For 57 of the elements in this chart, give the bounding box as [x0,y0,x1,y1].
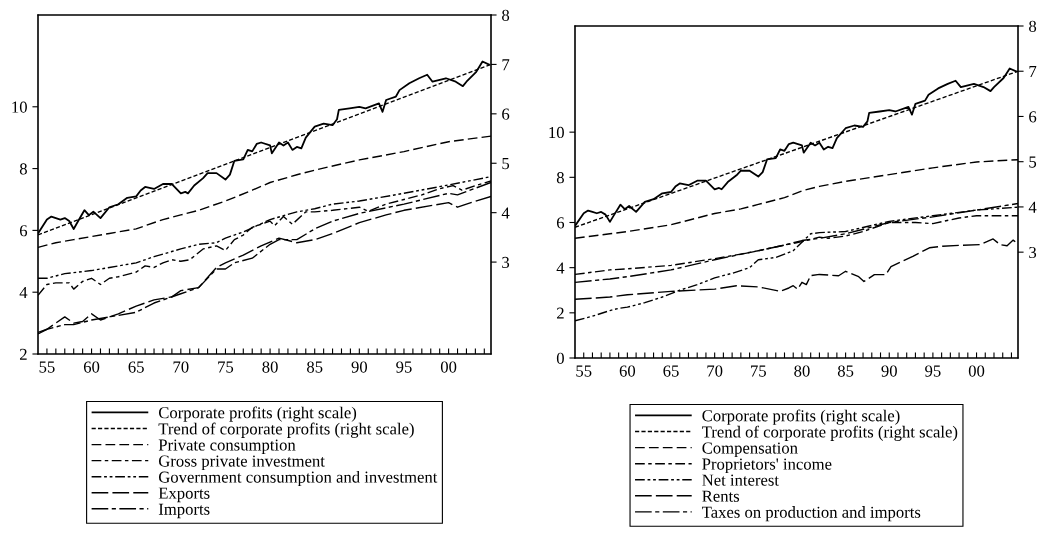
legend-label: Private consumption [158,439,296,454]
y-tick-label: 4 [556,262,565,274]
legend-label: Compensation [702,442,798,458]
y2-tick-label: 5 [1029,156,1037,168]
x-tick-label: 70 [707,365,723,377]
x-tick-label: 55 [576,365,592,377]
y2-tick-label: 3 [1029,246,1037,259]
x-tick-label: 75 [751,365,766,377]
legend-label: Trend of corporate profits (right scale) [702,425,958,441]
y2-tick-label: 4 [1028,201,1037,213]
y2-tick-label: 8 [502,9,510,21]
legend-label: Gross private investment [158,455,325,471]
legend-label: Net interest [702,474,779,486]
y2-tick-label: 3 [502,256,510,269]
y-tick-label: 10 [549,126,564,139]
legend-label: Corporate profits (right scale) [702,409,900,425]
y-tick-label: 8 [19,163,27,175]
x-tick-label: 85 [307,361,323,373]
y-tick-label: 4 [19,287,28,298]
y2-tick-label: 6 [1029,111,1037,123]
legend-label: Rents [702,490,740,502]
y-tick-label: 8 [556,172,564,184]
y-tick-label: 6 [556,217,565,229]
y2-tick-label: 4 [501,207,510,219]
x-tick-label: 65 [128,361,144,373]
x-tick-label: 90 [881,365,897,377]
legend-label: Corporate profits (right scale) [158,406,357,422]
legend-label: Proprietors' income [702,458,832,474]
x-tick-label: 95 [925,365,941,377]
y2-tick-label: 7 [1029,66,1037,78]
x-tick-label: 65 [663,365,679,377]
x-tick-label: 00 [968,365,985,377]
y2-tick-label: 8 [1029,20,1037,32]
x-tick-label: 60 [83,361,100,373]
legend-label: Taxes on production and imports [702,506,921,522]
y2-tick-label: 7 [502,59,510,71]
x-tick-label: 60 [619,365,636,377]
x-tick-label: 70 [173,361,189,373]
legend-label: Government consumption and investment [158,470,438,487]
x-tick-label: 75 [218,361,234,373]
x-tick-label: 00 [440,361,457,373]
y-tick-label: 2 [556,307,564,319]
y-tick-label: 10 [12,101,27,113]
y2-tick-label: 5 [502,158,510,170]
x-tick-label: 95 [396,361,412,373]
x-tick-label: 80 [794,365,810,377]
x-tick-label: 85 [837,365,854,377]
y-tick-label: 2 [19,348,27,360]
legend-label: Trend of corporate profits (right scale) [158,422,414,438]
y2-tick-label: 6 [502,108,510,120]
x-tick-label: 55 [39,361,55,373]
x-tick-label: 80 [262,361,278,373]
legend-label: Imports [158,503,210,519]
x-tick-label: 90 [351,361,368,373]
y-tick-label: 0 [556,352,564,364]
legend-label: Exports [158,487,210,503]
y-tick-label: 6 [19,225,28,237]
